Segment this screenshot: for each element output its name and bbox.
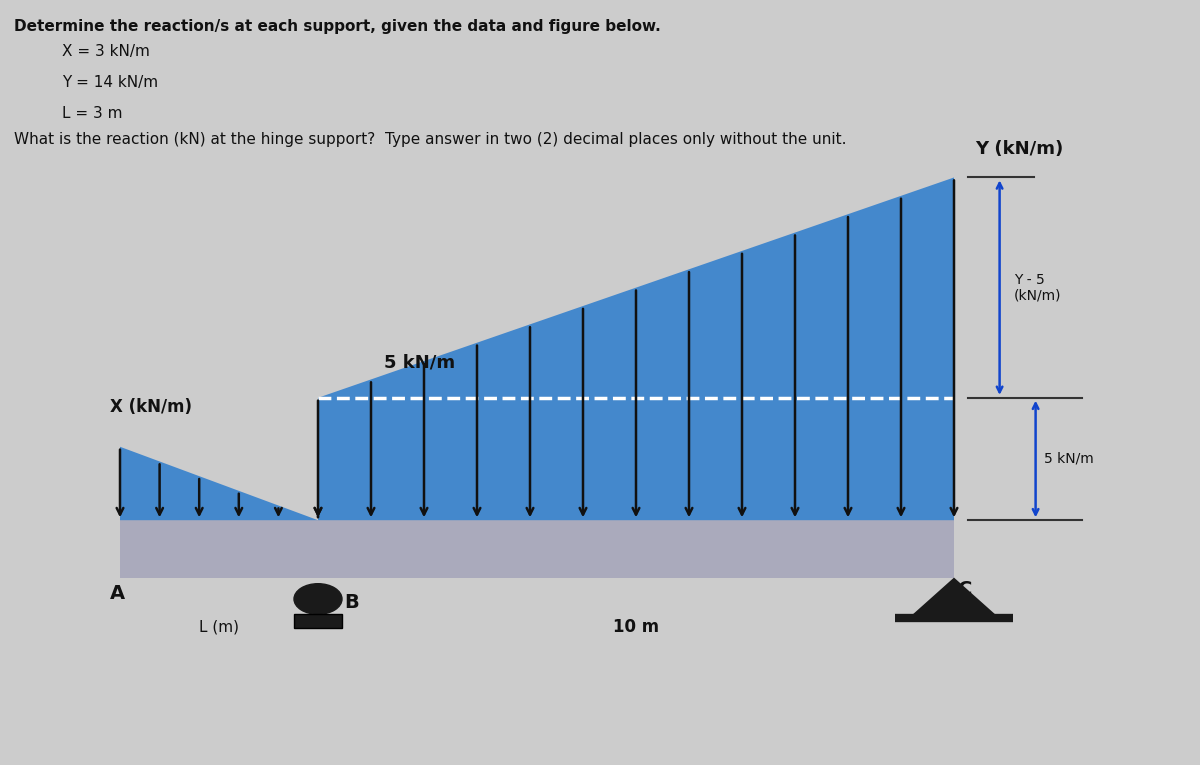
Circle shape bbox=[294, 584, 342, 614]
Polygon shape bbox=[318, 177, 954, 520]
Text: 10 m: 10 m bbox=[613, 618, 659, 636]
Text: Determine the reaction/s at each support, given the data and figure below.: Determine the reaction/s at each support… bbox=[14, 19, 661, 34]
Text: Y (kN/m): Y (kN/m) bbox=[976, 140, 1064, 158]
Text: A: A bbox=[110, 584, 126, 603]
Text: L (m): L (m) bbox=[199, 620, 239, 635]
Polygon shape bbox=[908, 578, 1000, 618]
Text: 5 kN/m: 5 kN/m bbox=[384, 353, 455, 371]
FancyBboxPatch shape bbox=[294, 614, 342, 628]
Text: X = 3 kN/m: X = 3 kN/m bbox=[62, 44, 150, 60]
Text: 5 kN/m: 5 kN/m bbox=[1044, 452, 1093, 466]
Text: C: C bbox=[958, 580, 972, 599]
FancyBboxPatch shape bbox=[120, 520, 954, 578]
Text: Y = 14 kN/m: Y = 14 kN/m bbox=[62, 75, 158, 90]
Text: X (kN/m): X (kN/m) bbox=[110, 398, 192, 416]
Text: Y - 5
(kN/m): Y - 5 (kN/m) bbox=[1014, 272, 1062, 303]
Text: B: B bbox=[344, 594, 359, 612]
Text: L = 3 m: L = 3 m bbox=[62, 106, 122, 121]
Polygon shape bbox=[120, 447, 318, 520]
Text: What is the reaction (kN) at the hinge support?  Type answer in two (2) decimal : What is the reaction (kN) at the hinge s… bbox=[14, 132, 847, 147]
